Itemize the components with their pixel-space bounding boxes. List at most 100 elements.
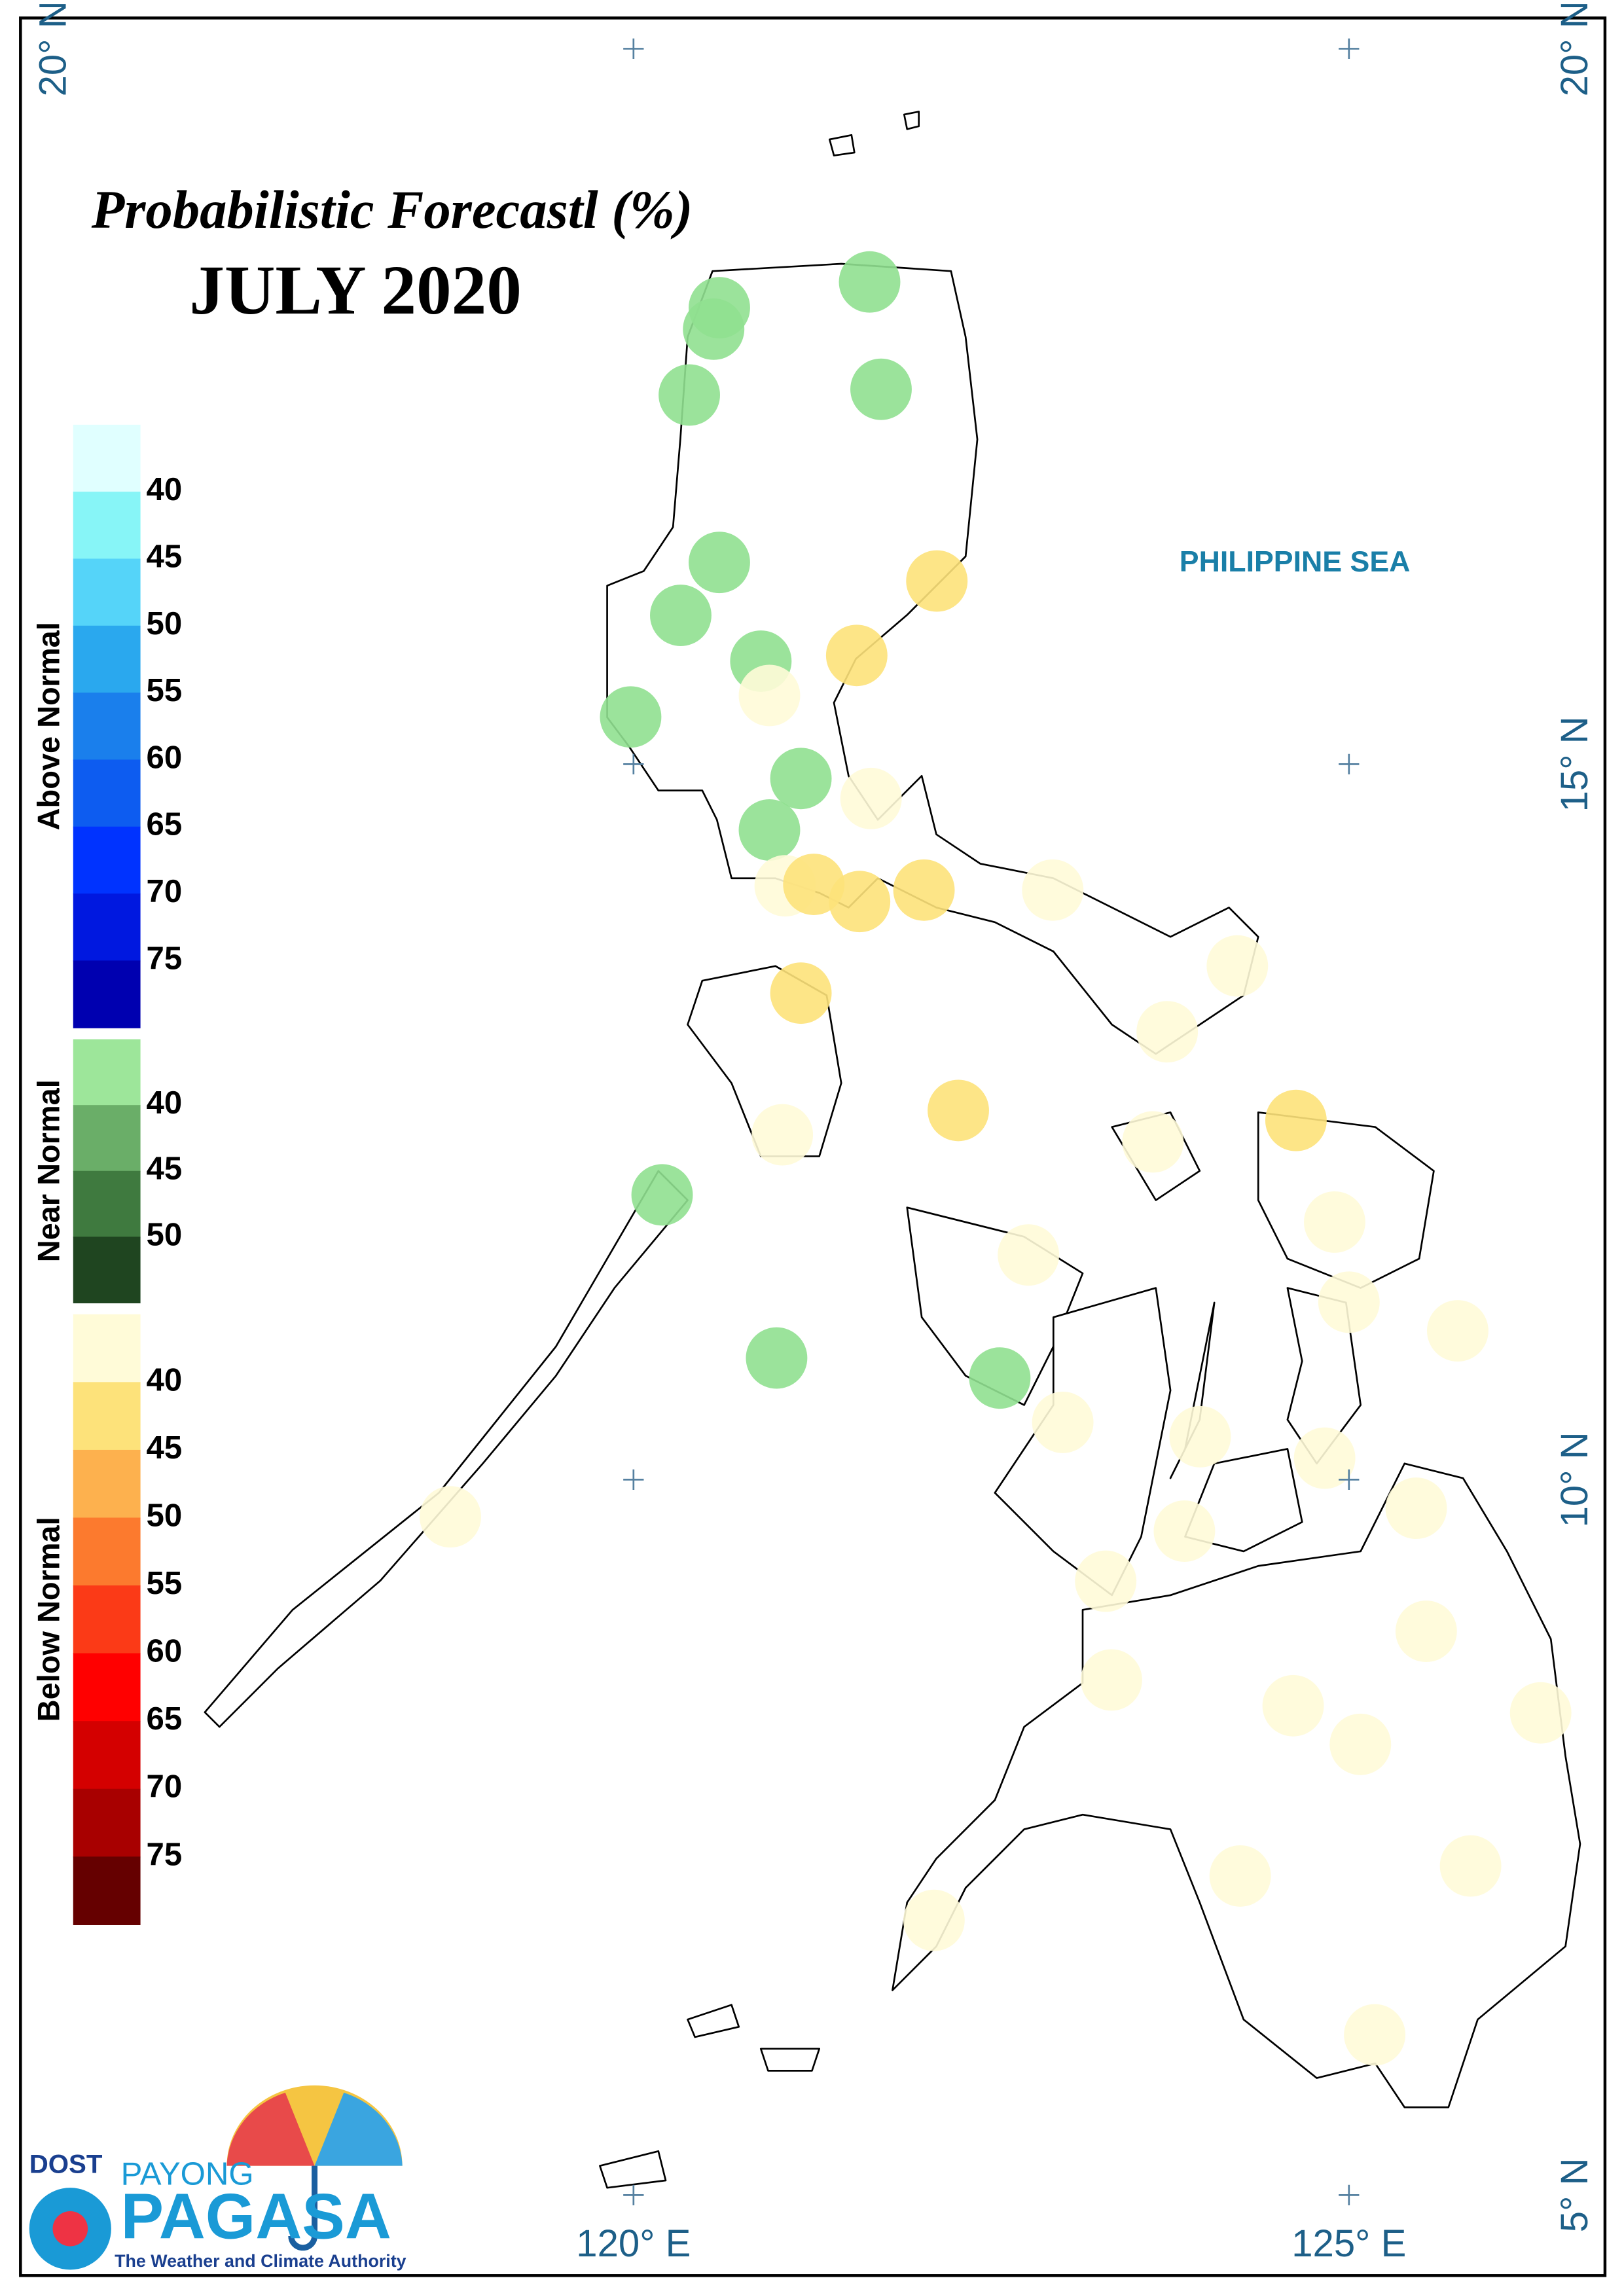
legend-group-label: Below Normal [32, 1517, 66, 1722]
legend-tick-label: 45 [147, 1151, 183, 1187]
legend-tick-label: 60 [147, 739, 183, 775]
station-circle [1395, 1600, 1457, 1663]
station-circle [998, 1224, 1060, 1286]
legend-tick-label: 70 [147, 1769, 183, 1805]
station-circle [1153, 1500, 1216, 1563]
batanes [828, 111, 920, 156]
station-circle [1329, 1713, 1392, 1775]
station-circle [738, 664, 801, 727]
lat-label: 15° N [1553, 716, 1596, 812]
legend: 40 45 50 55 60 65 70 75 Above Normal 40 45 50 Near N… [32, 424, 183, 1925]
station-circle [746, 1327, 808, 1389]
station-circle [1075, 1550, 1137, 1612]
lat-label: 5° N [1553, 2158, 1596, 2233]
legend-group-label: Above Normal [32, 622, 66, 830]
station-circle [1262, 1674, 1324, 1737]
station-circle [906, 550, 968, 612]
legend-swatch [73, 894, 141, 962]
graticule-cross [1339, 1469, 1360, 1491]
station-circle [1426, 1300, 1489, 1362]
legend-swatch [73, 826, 141, 895]
station-circle [839, 251, 901, 313]
station-circle [1439, 1835, 1502, 1897]
station-circle [825, 624, 888, 687]
station-circle [903, 1889, 965, 1951]
logo-agency: DOST [29, 2149, 103, 2178]
umbrella-handle [288, 2165, 318, 2251]
logo-name: PAGASA [120, 2180, 391, 2252]
station-circle [1509, 1682, 1572, 1744]
legend-swatch [73, 1788, 141, 1858]
station-circle [650, 585, 712, 646]
legend-swatch [73, 1517, 141, 1587]
legend-swatch [73, 1237, 141, 1304]
station-circle [738, 799, 801, 861]
legend-swatch [73, 1039, 141, 1106]
legend-tick-label: 40 [147, 1085, 183, 1121]
station-circle [969, 1347, 1031, 1409]
station-circle [1293, 1427, 1356, 1489]
stations [420, 251, 1572, 2066]
station-circle [600, 686, 662, 748]
legend-swatch [73, 693, 141, 761]
logo-top: PAYONG [121, 2156, 254, 2192]
station-circle [1344, 2004, 1406, 2066]
legend-swatch [73, 424, 141, 493]
legend-swatch [73, 1721, 141, 1790]
legend-tick-label: 50 [147, 1497, 183, 1533]
station-circle [1022, 859, 1084, 921]
station-circle [1303, 1191, 1365, 1253]
legend-tick-label: 75 [147, 1836, 183, 1872]
graticule-cross [623, 38, 644, 60]
legend-swatch [73, 558, 141, 626]
legend-swatch [73, 1105, 141, 1172]
legend-tick-label: 65 [147, 1701, 183, 1737]
graticule: 20° N 20° N 15° N 10° N 5° N 120° E 125° E [31, 1, 1596, 2265]
station-circle [850, 358, 912, 420]
legend-tick-label: 75 [147, 940, 183, 976]
station-circle [1265, 1089, 1327, 1151]
legend-tick-label: 55 [147, 672, 183, 708]
station-circle [840, 767, 902, 829]
station-circle [770, 748, 832, 810]
legend-swatch [73, 1382, 141, 1451]
graticule-cross [623, 2184, 644, 2206]
logo-tagline: The Weather and Climate Authority [115, 2251, 406, 2271]
graticule-cross [623, 753, 644, 775]
logo: DOST PAYONG PAGASA The Weather and Clima… [29, 2085, 406, 2271]
legend-swatch [73, 759, 141, 827]
legend-tick-label: 60 [147, 1633, 183, 1669]
lon-label: 125° E [1291, 2222, 1406, 2265]
legend-swatch [73, 1856, 141, 1925]
graticule-cross [623, 1469, 644, 1491]
legend-tick-label: 45 [147, 538, 183, 574]
legend-tick-label: 45 [147, 1430, 183, 1466]
graticule-cross [1339, 2184, 1360, 2206]
umbrella-panel [226, 2092, 315, 2166]
station-circle [1122, 1111, 1184, 1173]
legend-tick-label: 40 [147, 471, 183, 507]
station-circle [1136, 1001, 1199, 1063]
legend-group-label: Near Normal [32, 1079, 66, 1262]
legend-swatch [73, 1653, 141, 1722]
station-circle [1206, 935, 1269, 997]
map-subtitle: JULY 2020 [189, 251, 522, 329]
station-circle [631, 1164, 693, 1226]
legend-swatch [73, 1449, 141, 1519]
station-circle [928, 1079, 989, 1142]
station-circle [1385, 1477, 1447, 1540]
legend-swatch [73, 1170, 141, 1238]
station-circle [1318, 1271, 1380, 1333]
legend-tick-label: 50 [147, 605, 183, 642]
legend-tick-label: 70 [147, 873, 183, 909]
legend-tick-label: 50 [147, 1216, 183, 1252]
lat-label: 20° N [31, 1, 74, 96]
station-circle [829, 871, 891, 933]
station-circle [683, 298, 745, 360]
lat-label: 20° N [1553, 1, 1596, 96]
graticule-cross [1339, 38, 1360, 60]
station-circle [1080, 1649, 1142, 1711]
cebu [1169, 1301, 1216, 1479]
